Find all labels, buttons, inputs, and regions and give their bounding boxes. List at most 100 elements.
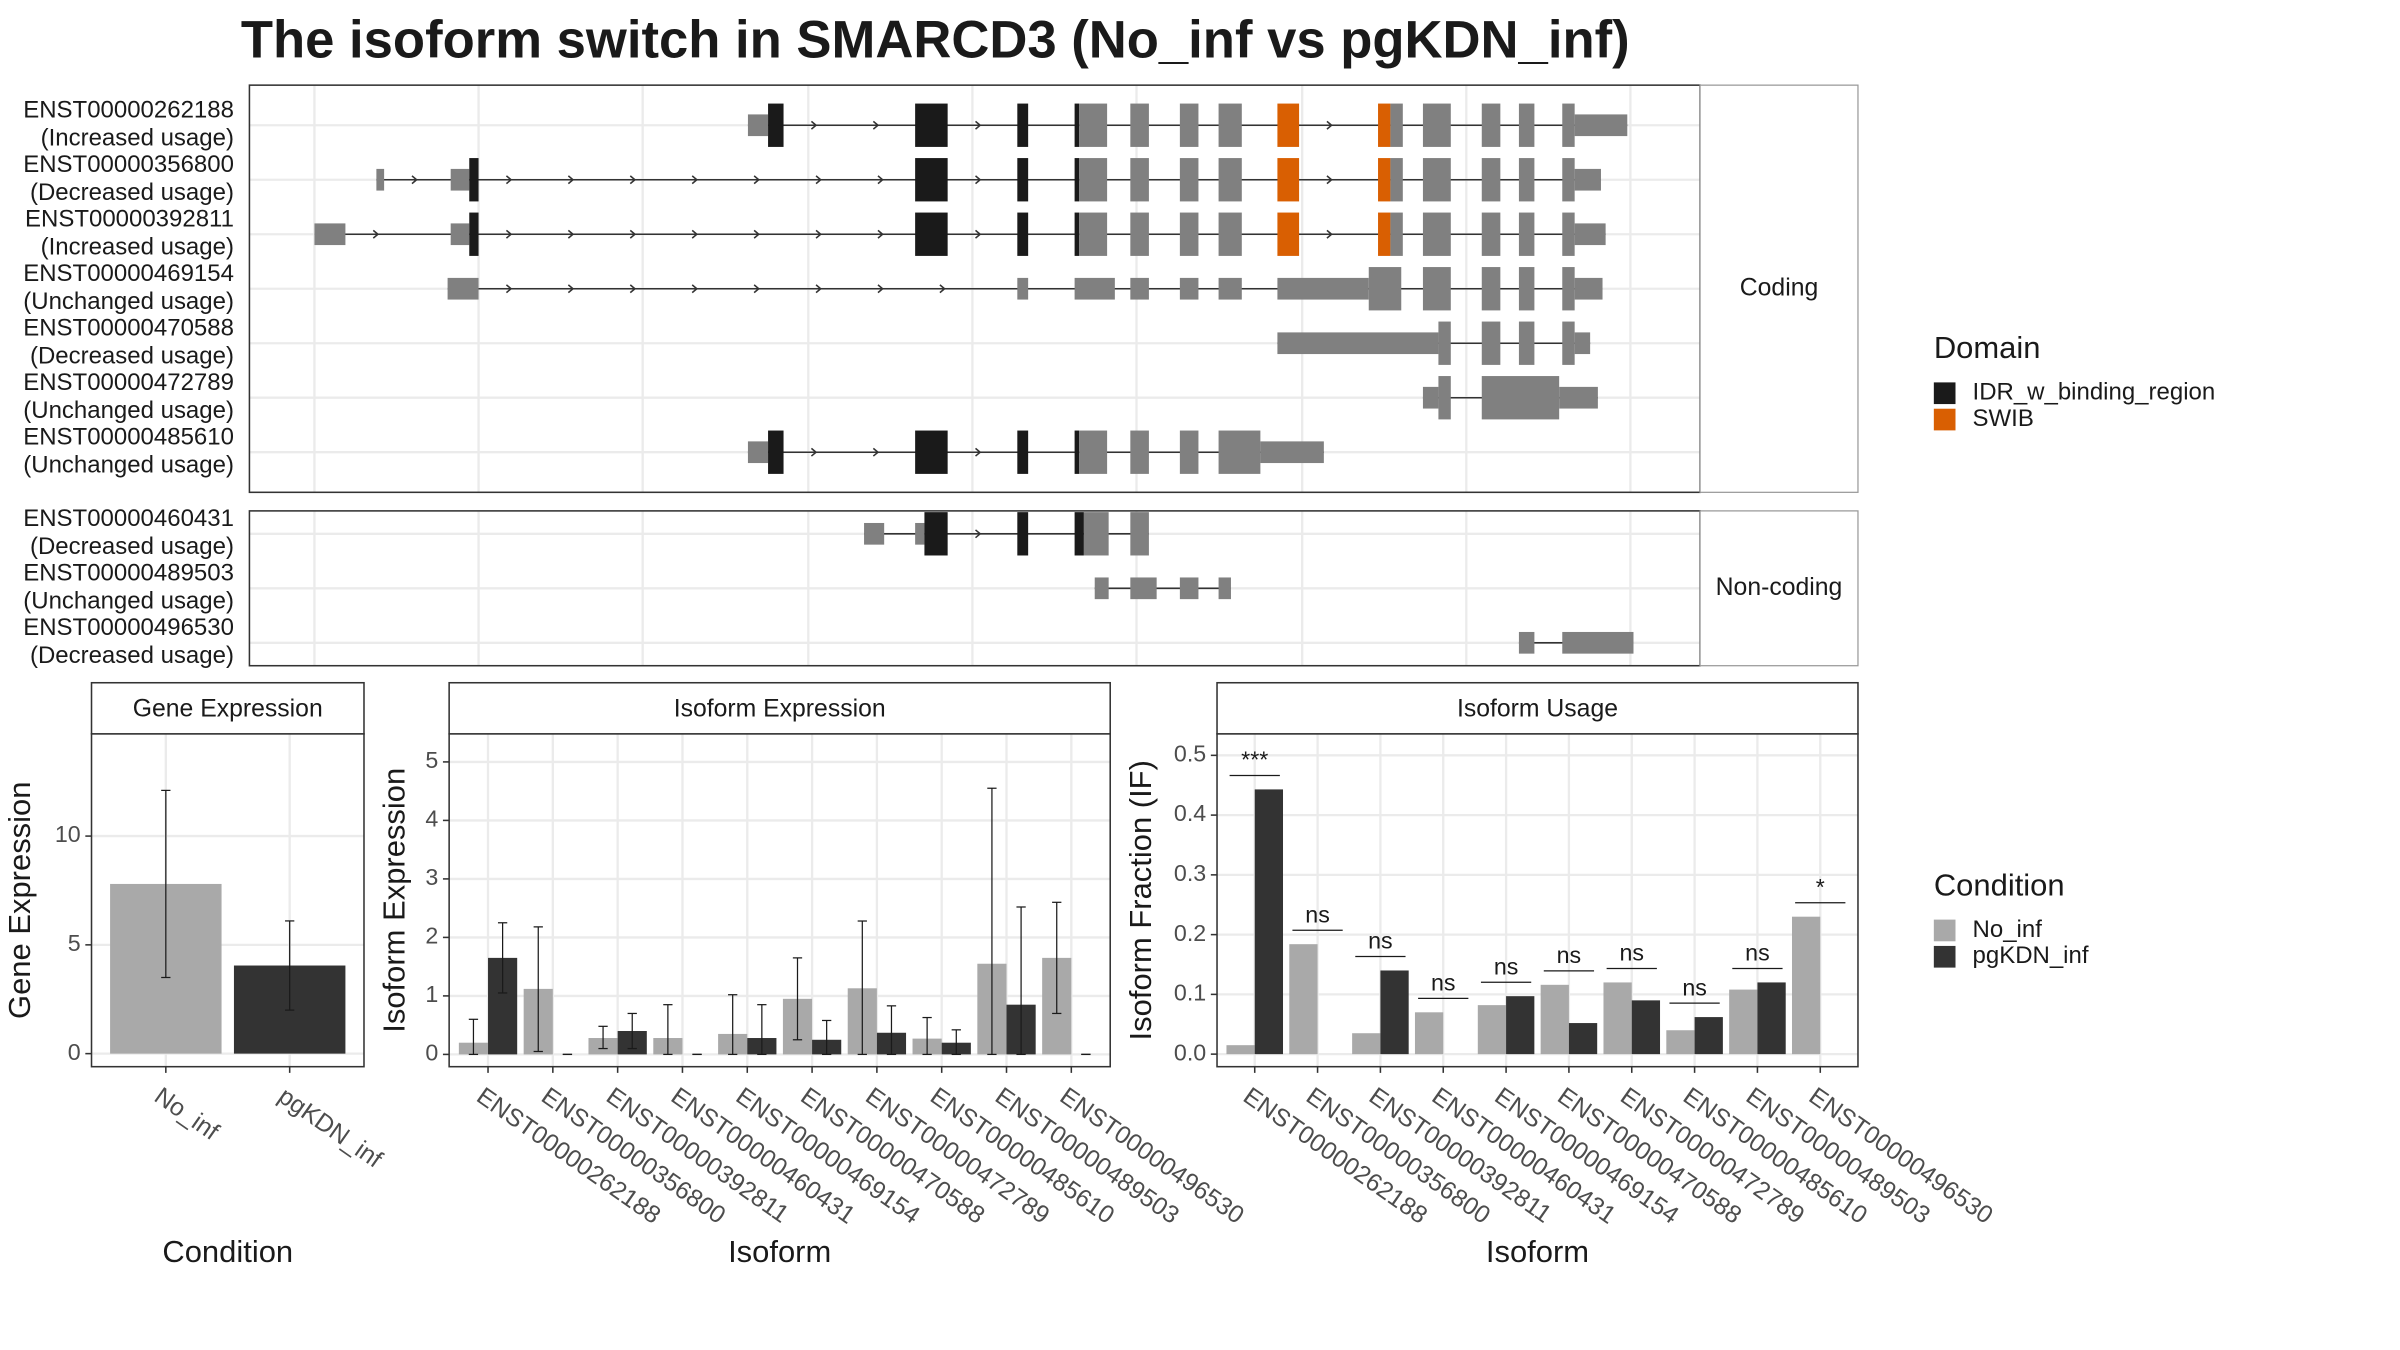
- intron-arrow: [975, 229, 982, 239]
- x-tick-label: pgKDN_inf: [273, 1083, 387, 1174]
- intron-arrow: [872, 120, 880, 130]
- exon: [1390, 158, 1403, 202]
- exon: [1277, 158, 1300, 202]
- exon: [1130, 277, 1149, 300]
- transcript-name: ENST00000460431: [23, 505, 234, 532]
- exon: [1179, 430, 1199, 474]
- intron-arrow: [975, 529, 982, 539]
- transcript-usage: (Decreased usage): [30, 642, 234, 669]
- exon: [1574, 168, 1601, 191]
- transcript-name: ENST00000472789: [23, 369, 234, 396]
- strip-title: Isoform Usage: [1457, 695, 1618, 722]
- x-axis-label: Isoform: [1486, 1234, 1589, 1269]
- bar: [1631, 1000, 1661, 1055]
- exon: [1378, 158, 1391, 202]
- intron-arrow: [975, 447, 982, 457]
- exon: [1179, 277, 1199, 300]
- exon: [768, 430, 784, 474]
- y-axis-label: Isoform Fraction (IF): [1123, 760, 1158, 1040]
- exon: [1218, 577, 1231, 600]
- exon: [1481, 376, 1560, 420]
- intron-arrow: [567, 284, 575, 294]
- exon: [1277, 103, 1300, 147]
- intron-arrow: [629, 175, 637, 185]
- exon: [1074, 277, 1115, 300]
- exon: [1562, 212, 1575, 256]
- transcript-usage: (Decreased usage): [30, 533, 234, 560]
- x-axis-label: Isoform: [728, 1234, 831, 1269]
- exon: [1083, 512, 1109, 556]
- intron-arrow: [810, 447, 818, 457]
- exon: [1130, 158, 1149, 202]
- exon: [747, 441, 769, 464]
- bar: [1289, 944, 1318, 1055]
- transcript-name: ENST00000469154: [23, 260, 234, 287]
- exon: [1094, 577, 1109, 600]
- significance-label: ns: [1305, 901, 1330, 927]
- exon: [1574, 114, 1628, 137]
- intron-arrow: [815, 229, 822, 239]
- exon: [1074, 103, 1080, 147]
- bar: [1414, 1012, 1444, 1055]
- exon: [1518, 158, 1535, 202]
- intron-arrow: [1326, 120, 1333, 130]
- transcript-usage: (Increased usage): [41, 125, 234, 152]
- exon: [1218, 103, 1242, 147]
- exon: [1422, 158, 1451, 202]
- significance-label: ns: [1745, 940, 1770, 966]
- transcript-name: ENST00000470588: [23, 315, 234, 342]
- transcript-name: ENST00000392811: [25, 206, 234, 233]
- exon: [1562, 631, 1634, 654]
- exon: [1422, 212, 1451, 256]
- intron-arrow: [753, 175, 760, 185]
- exon: [1130, 512, 1149, 556]
- exon: [1438, 321, 1451, 365]
- exon: [469, 158, 479, 202]
- exon: [1017, 212, 1029, 256]
- exon: [915, 522, 925, 545]
- exon: [1277, 277, 1369, 300]
- exon: [450, 168, 470, 191]
- y-tick-label: 0.1: [1174, 980, 1206, 1006]
- exon: [747, 114, 769, 137]
- bar: [1506, 996, 1535, 1055]
- exon: [1574, 223, 1606, 246]
- bar: [1729, 989, 1758, 1055]
- exon: [1518, 321, 1535, 365]
- exon: [1017, 277, 1029, 300]
- intron-arrow: [505, 284, 513, 294]
- bar: [1603, 982, 1632, 1055]
- intron-arrow: [753, 284, 760, 294]
- strip: [1699, 84, 1859, 493]
- exon: [1438, 376, 1451, 420]
- y-tick-label: 0.3: [1174, 860, 1206, 886]
- exon: [1481, 103, 1501, 147]
- legend-key: [1933, 919, 1956, 942]
- strip: [90, 681, 365, 735]
- significance-label: ns: [1619, 940, 1644, 966]
- exon: [924, 512, 948, 556]
- exon: [1368, 267, 1402, 311]
- intron-arrow: [505, 175, 513, 185]
- exon: [1562, 103, 1575, 147]
- y-tick-label: 2: [425, 923, 438, 949]
- y-axis-label: Isoform Expression: [377, 768, 412, 1033]
- strip-label: Non-coding: [1716, 574, 1843, 601]
- y-axis-label: Gene Expression: [2, 782, 37, 1019]
- significance-label: *: [1816, 874, 1825, 900]
- y-tick-label: 0: [425, 1040, 438, 1066]
- intron-arrow: [691, 229, 699, 239]
- figure-title: The isoform switch in SMARCD3 (No_inf vs…: [241, 10, 1630, 69]
- y-tick-label: 0.4: [1174, 800, 1206, 826]
- y-tick-label: 3: [425, 864, 438, 890]
- intron-arrow: [1326, 175, 1333, 185]
- exon: [1518, 631, 1535, 654]
- bar: [1757, 982, 1786, 1055]
- legend-label: No_inf: [1973, 916, 2043, 943]
- exon: [1562, 321, 1575, 365]
- exon: [450, 223, 470, 246]
- exon: [1518, 267, 1535, 311]
- exon: [1574, 332, 1591, 355]
- bar: [1254, 789, 1284, 1055]
